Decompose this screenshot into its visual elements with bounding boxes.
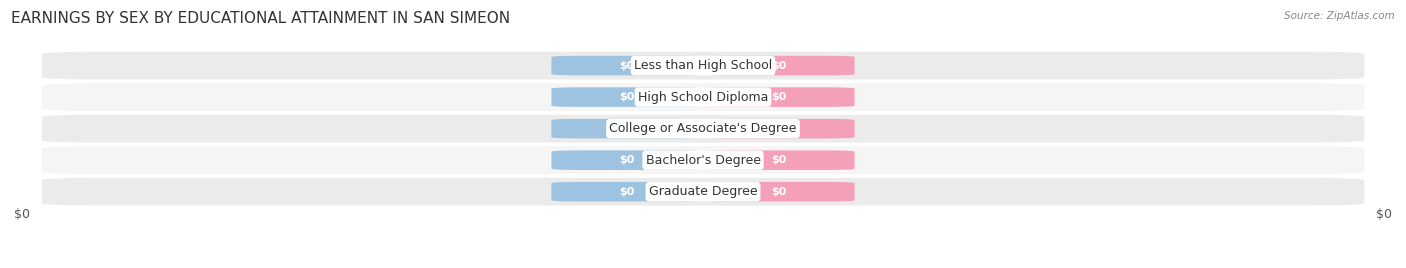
Text: $0: $0: [770, 61, 786, 70]
Text: College or Associate's Degree: College or Associate's Degree: [609, 122, 797, 135]
Text: $0: $0: [1376, 208, 1392, 221]
FancyBboxPatch shape: [551, 150, 703, 170]
Text: $0: $0: [620, 92, 636, 102]
FancyBboxPatch shape: [42, 146, 1364, 174]
FancyBboxPatch shape: [42, 115, 1364, 143]
Text: $0: $0: [770, 155, 786, 165]
Text: $0: $0: [620, 155, 636, 165]
Text: $0: $0: [620, 187, 636, 197]
Text: $0: $0: [770, 92, 786, 102]
FancyBboxPatch shape: [703, 150, 855, 170]
FancyBboxPatch shape: [551, 119, 703, 138]
FancyBboxPatch shape: [703, 119, 855, 138]
FancyBboxPatch shape: [703, 56, 855, 75]
Text: $0: $0: [620, 124, 636, 134]
Text: Less than High School: Less than High School: [634, 59, 772, 72]
FancyBboxPatch shape: [42, 83, 1364, 111]
FancyBboxPatch shape: [551, 182, 703, 202]
Text: $0: $0: [770, 124, 786, 134]
FancyBboxPatch shape: [551, 87, 703, 107]
Text: High School Diploma: High School Diploma: [638, 91, 768, 104]
FancyBboxPatch shape: [703, 87, 855, 107]
Legend: Male, Female: Male, Female: [636, 263, 770, 268]
FancyBboxPatch shape: [42, 178, 1364, 206]
Text: Bachelor's Degree: Bachelor's Degree: [645, 154, 761, 167]
Text: Source: ZipAtlas.com: Source: ZipAtlas.com: [1284, 11, 1395, 21]
FancyBboxPatch shape: [551, 56, 703, 75]
Text: Graduate Degree: Graduate Degree: [648, 185, 758, 198]
FancyBboxPatch shape: [703, 182, 855, 202]
Text: $0: $0: [770, 187, 786, 197]
FancyBboxPatch shape: [42, 52, 1364, 79]
Text: EARNINGS BY SEX BY EDUCATIONAL ATTAINMENT IN SAN SIMEON: EARNINGS BY SEX BY EDUCATIONAL ATTAINMEN…: [11, 11, 510, 26]
Text: $0: $0: [14, 208, 30, 221]
Text: $0: $0: [620, 61, 636, 70]
